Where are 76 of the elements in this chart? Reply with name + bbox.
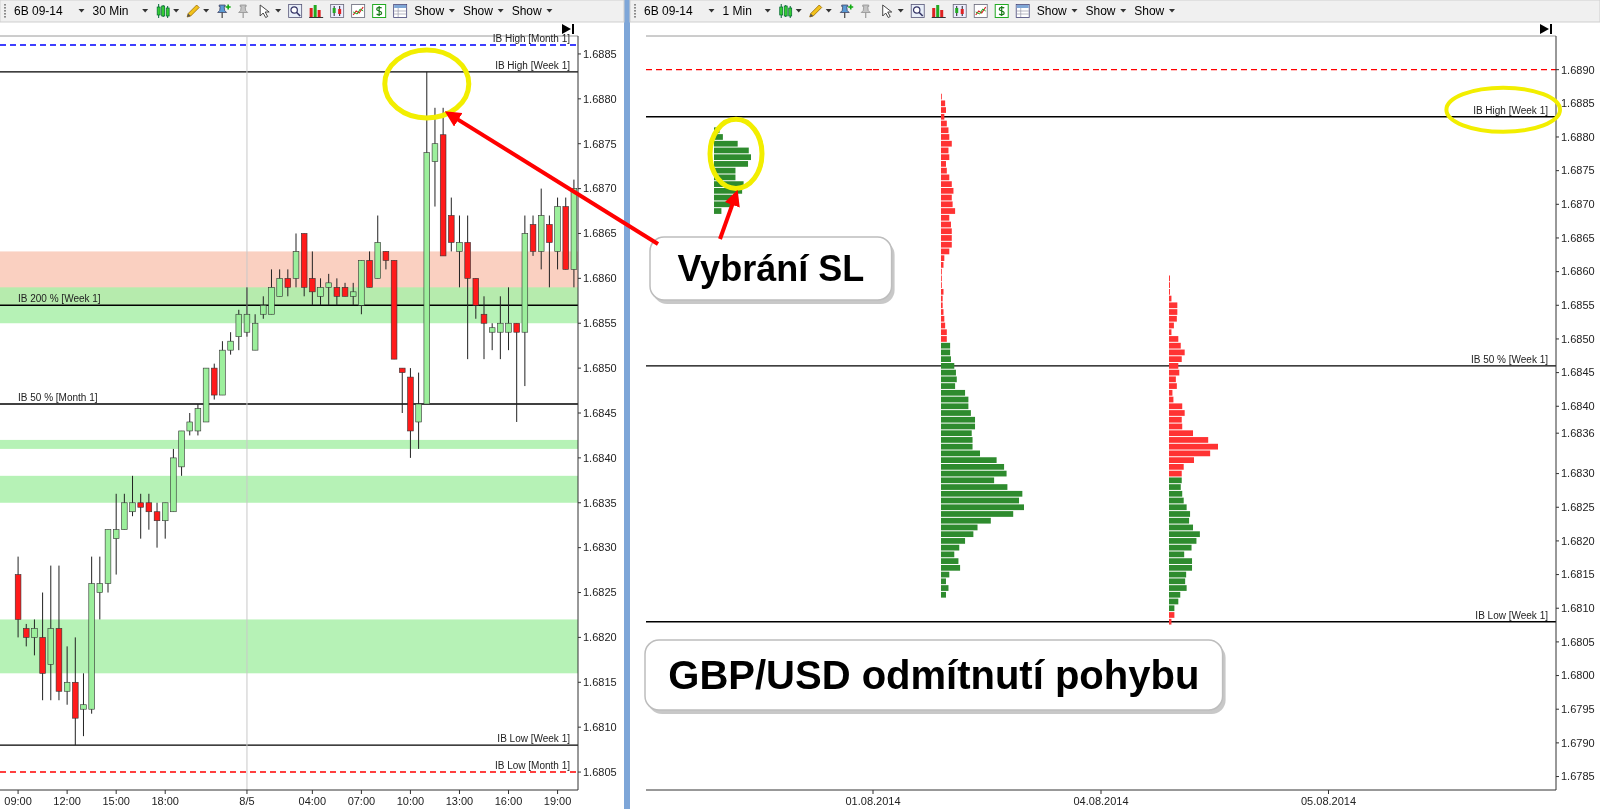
chart-title: 6B 09-14 bbox=[644, 4, 694, 18]
x-tick-label: 8/5 bbox=[239, 795, 255, 807]
ref-line-label: IB Low [Week 1] bbox=[497, 733, 571, 745]
y-tick-label: 1.6860 bbox=[583, 272, 617, 285]
y-tick-label: 1.6885 bbox=[583, 47, 617, 60]
x-tick-label: 04:00 bbox=[298, 795, 327, 807]
ref-line-label: IB 200 % [Week 1] bbox=[18, 293, 101, 305]
chart-subtitle: 1 Min bbox=[722, 4, 752, 18]
y-tick-label: 1.6790 bbox=[1561, 736, 1595, 749]
ref-line-label: IB 50 % [Month 1] bbox=[18, 392, 98, 404]
x-tick-label: 16:00 bbox=[494, 795, 523, 807]
y-tick-label: 1.6865 bbox=[583, 227, 617, 240]
y-tick-label: 1.6855 bbox=[1561, 299, 1595, 312]
ref-line-label: IB High [Week 1] bbox=[1473, 104, 1549, 116]
y-tick-label: 1.6885 bbox=[1561, 97, 1595, 110]
text: 05.08.2014 bbox=[1300, 795, 1357, 807]
y-tick-label: 1.6835 bbox=[583, 496, 617, 509]
chart-title: 6B 09-14 bbox=[14, 4, 64, 18]
x-tick-label: 19:00 bbox=[543, 795, 572, 807]
x-tick-label: 18:00 bbox=[151, 795, 179, 807]
y-tick-label: 1.6850 bbox=[583, 361, 617, 374]
y-tick-label: 1.6820 bbox=[583, 631, 617, 644]
y-tick-label: 1.6865 bbox=[1561, 231, 1595, 244]
ref-line-label: IB Low [Week 1] bbox=[1475, 609, 1549, 621]
y-tick-label: 1.6880 bbox=[1561, 130, 1595, 143]
text: Show bbox=[1134, 4, 1165, 18]
y-tick-label: 1.6850 bbox=[1561, 332, 1595, 345]
y-tick-label: 1.6845 bbox=[1561, 366, 1595, 379]
text: 04.08.2014 bbox=[1073, 795, 1129, 807]
x-tick-label: 10:00 bbox=[396, 795, 425, 807]
x-tick-label: 15:00 bbox=[102, 795, 130, 807]
y-tick-label: 1.6815 bbox=[583, 676, 617, 689]
y-tick-label: 1.6836 bbox=[1561, 427, 1595, 440]
annotation: Vybrání SL bbox=[677, 248, 865, 290]
text: Show bbox=[462, 4, 494, 18]
chart-subtitle: 30 Min bbox=[92, 4, 129, 18]
y-tick-label: 1.6840 bbox=[583, 451, 617, 464]
y-tick-label: 1.6825 bbox=[1561, 501, 1595, 514]
x-tick-label: 12:00 bbox=[53, 795, 81, 807]
candlestick bbox=[480, 295, 488, 360]
y-tick-label: 1.6810 bbox=[1561, 602, 1595, 615]
text: Show bbox=[1085, 4, 1116, 18]
y-tick-label: 1.6840 bbox=[1561, 400, 1595, 413]
candlestick bbox=[399, 367, 406, 414]
y-tick-label: 1.6830 bbox=[1561, 467, 1595, 480]
y-tick-label: 1.6855 bbox=[583, 317, 617, 330]
text: Show bbox=[1036, 4, 1068, 18]
text: Show bbox=[414, 4, 445, 18]
y-tick-label: 1.6805 bbox=[1561, 635, 1595, 648]
y-tick-label: 1.6875 bbox=[1561, 164, 1595, 177]
y-tick-label: 1.6870 bbox=[1561, 198, 1595, 211]
y-tick-label: 1.6820 bbox=[1561, 534, 1595, 547]
y-tick-label: 1.6805 bbox=[583, 765, 617, 778]
annotation: GBP/USD odmítnutí pohybu bbox=[668, 653, 1200, 698]
y-tick-label: 1.6785 bbox=[1561, 770, 1595, 783]
ref-line-label: IB Low [Month 1] bbox=[494, 760, 571, 772]
text: 01.08.2014 bbox=[845, 795, 901, 807]
x-tick-label: 13:00 bbox=[445, 795, 474, 807]
y-tick-label: 1.6825 bbox=[583, 586, 617, 599]
y-tick-label: 1.6800 bbox=[1561, 669, 1595, 682]
y-tick-label: 1.6795 bbox=[1561, 703, 1595, 716]
y-tick-label: 1.6860 bbox=[1561, 265, 1595, 278]
ref-line-label: IB 50 % [Week 1] bbox=[1470, 353, 1549, 365]
ref-line-label: IB High [Week 1] bbox=[495, 59, 571, 71]
x-tick-label: 07:00 bbox=[347, 795, 376, 807]
y-tick-label: 1.6845 bbox=[583, 406, 617, 419]
text: Show bbox=[511, 4, 543, 18]
y-tick-label: 1.6815 bbox=[1561, 568, 1595, 581]
y-tick-label: 1.6880 bbox=[583, 92, 617, 105]
y-tick-label: 1.6890 bbox=[1561, 63, 1595, 76]
y-tick-label: 1.6875 bbox=[583, 137, 617, 150]
y-tick-label: 1.6830 bbox=[583, 541, 617, 554]
x-tick-label: 09:00 bbox=[4, 795, 32, 807]
y-tick-label: 1.6810 bbox=[583, 721, 617, 734]
ref-line-label: IB High [Month 1] bbox=[492, 32, 571, 44]
y-tick-label: 1.6870 bbox=[583, 182, 617, 195]
